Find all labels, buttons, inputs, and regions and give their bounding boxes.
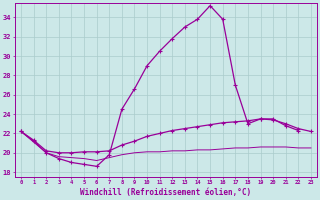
X-axis label: Windchill (Refroidissement éolien,°C): Windchill (Refroidissement éolien,°C)	[80, 188, 252, 197]
